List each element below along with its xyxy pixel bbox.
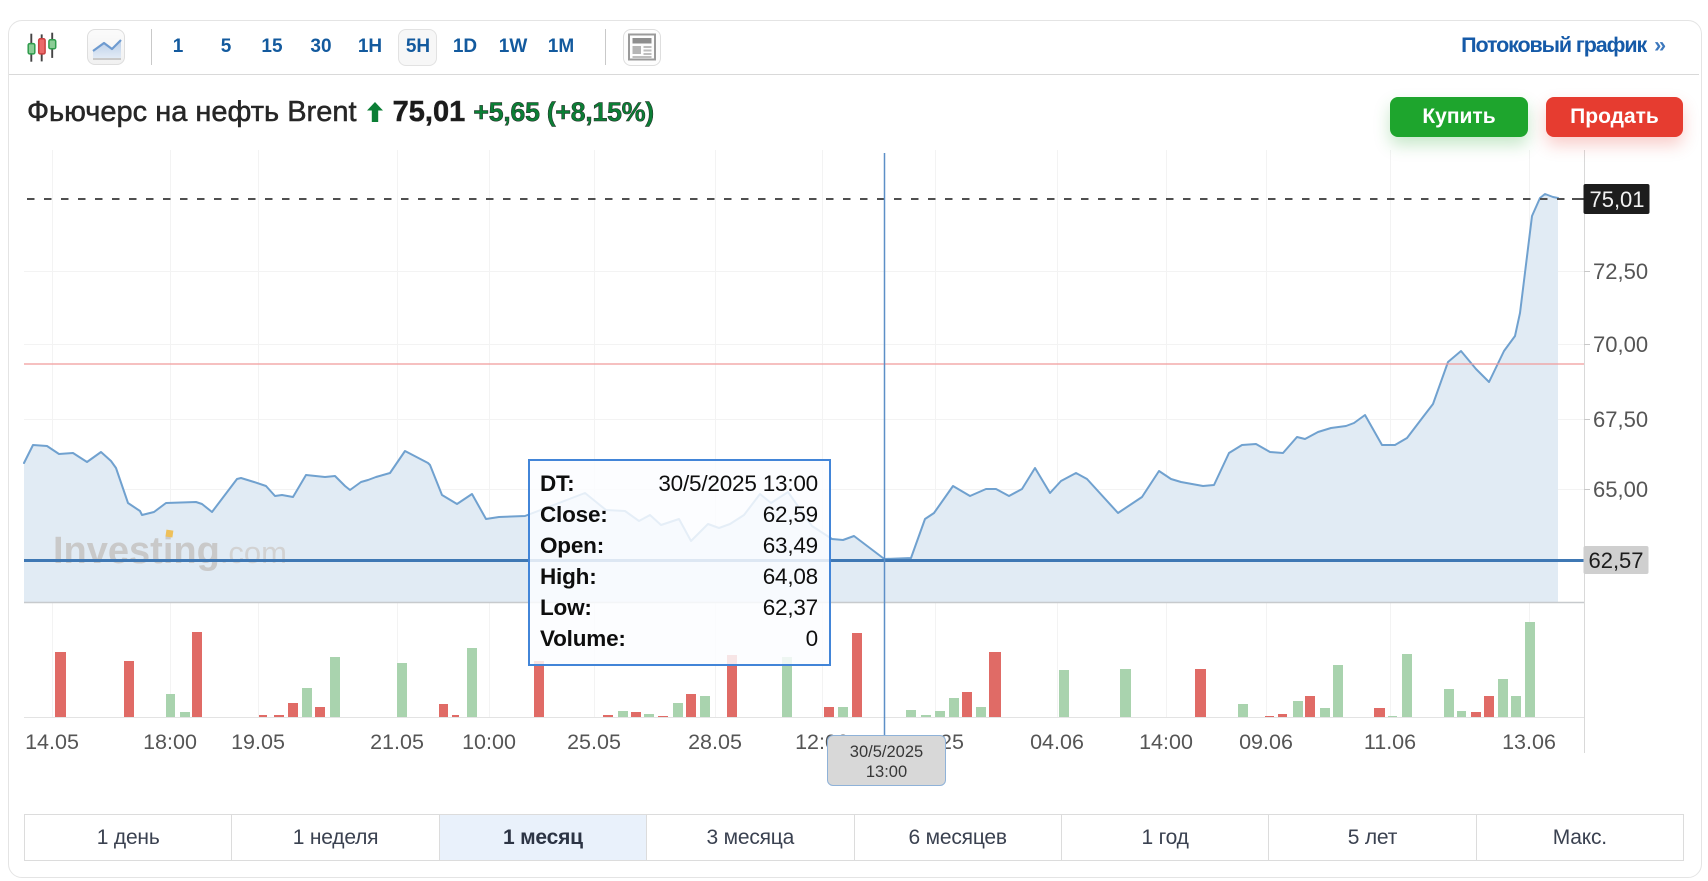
svg-text:21.05: 21.05 xyxy=(370,730,424,754)
svg-text:75,01: 75,01 xyxy=(1589,187,1644,212)
svg-text:Investing.com: Investing.com xyxy=(53,530,287,572)
svg-text:04.06: 04.06 xyxy=(1030,730,1084,754)
svg-text:11.06: 11.06 xyxy=(1364,730,1416,754)
svg-text:72,50: 72,50 xyxy=(1593,259,1648,284)
svg-text:10:00: 10:00 xyxy=(462,730,516,754)
svg-text:09.06: 09.06 xyxy=(1239,730,1293,754)
svg-text:70,00: 70,00 xyxy=(1593,332,1648,357)
svg-text:18:00: 18:00 xyxy=(143,730,197,754)
svg-text:67,50: 67,50 xyxy=(1593,407,1648,432)
svg-text:28.05: 28.05 xyxy=(688,730,742,754)
svg-text:19.05: 19.05 xyxy=(231,730,285,754)
svg-text:62,57: 62,57 xyxy=(1588,548,1643,573)
svg-text:14:00: 14:00 xyxy=(1139,730,1193,754)
svg-text:13.06: 13.06 xyxy=(1502,730,1556,754)
svg-text:25.05: 25.05 xyxy=(567,730,621,754)
svg-text:65,00: 65,00 xyxy=(1593,477,1648,502)
svg-text:14.05: 14.05 xyxy=(25,730,79,754)
svg-text:25: 25 xyxy=(940,730,964,754)
